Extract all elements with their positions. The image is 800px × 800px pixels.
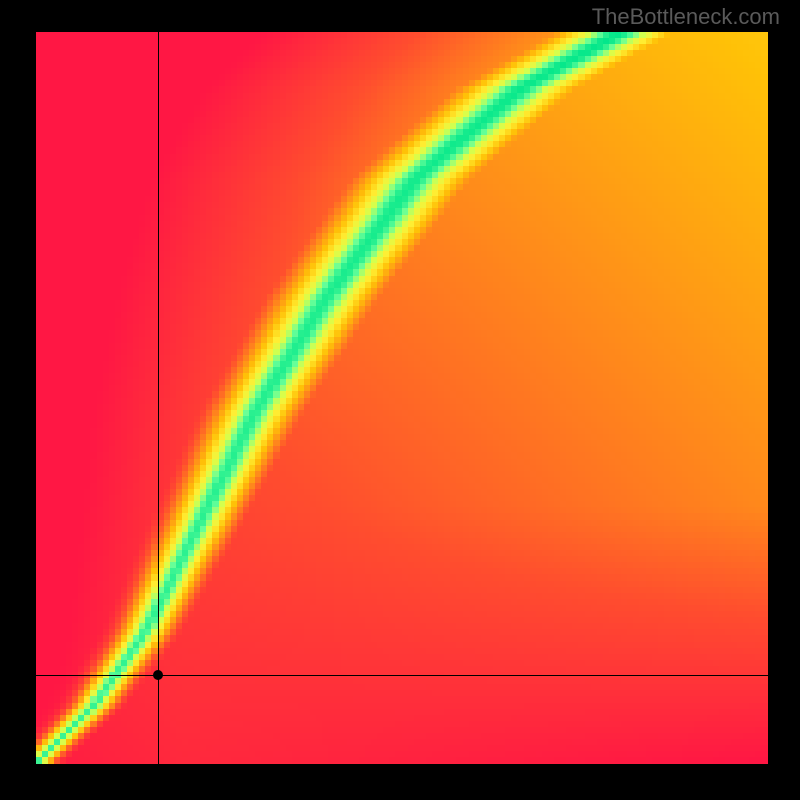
watermark-text: TheBottleneck.com	[592, 4, 780, 30]
crosshair-marker	[153, 670, 163, 680]
crosshair-horizontal	[36, 675, 768, 676]
heatmap-plot	[36, 32, 768, 764]
heatmap-canvas	[36, 32, 768, 764]
crosshair-vertical	[158, 32, 159, 764]
